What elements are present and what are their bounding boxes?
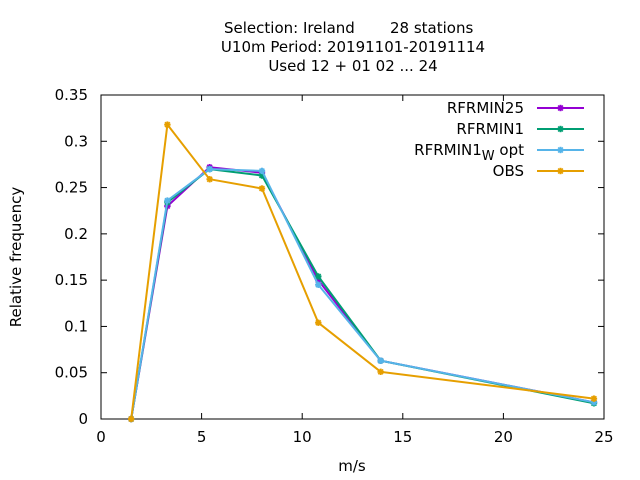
series-line: [130, 168, 595, 420]
legend-label: RFRMIN1W opt: [414, 141, 524, 164]
y-tick-label: 0.35: [55, 86, 88, 104]
series-2: [127, 165, 598, 423]
x-tick-label: 5: [197, 428, 207, 446]
y-tick-label: 0: [78, 410, 88, 428]
legend-marker: [557, 125, 564, 133]
y-tick-label: 0.2: [64, 225, 88, 243]
data-point: [127, 415, 135, 423]
series-line: [130, 123, 595, 420]
y-tick-label: 0.1: [64, 317, 88, 335]
y-tick-label: 0.25: [55, 179, 88, 197]
data-point: [377, 368, 384, 375]
data-point: [315, 281, 322, 288]
x-tick-label: 20: [494, 428, 513, 446]
data-point: [315, 273, 322, 280]
x-tick-label: 25: [594, 428, 613, 446]
legend-entry: RFRMIN1: [456, 120, 584, 138]
series-1: [127, 165, 598, 423]
plot-frame: [100, 94, 605, 420]
data-point: [206, 176, 213, 183]
x-axis-label: m/s: [338, 457, 366, 475]
series-3: [127, 121, 598, 423]
y-tick-label: 0.15: [55, 271, 88, 289]
y-tick-label: 0.3: [64, 132, 88, 150]
title-line-1-right: 28 stations: [390, 19, 473, 37]
series-line: [130, 166, 595, 420]
y-tick-label: 0.05: [55, 364, 88, 382]
data-point: [377, 357, 384, 364]
chart-title: Selection: Ireland 28 stations U10m Peri…: [221, 19, 485, 75]
y-axis: 0 0.05 0.1 0.15 0.2 0.25 0.3 0.35: [55, 86, 604, 428]
data-point: [258, 167, 266, 175]
title-line-1-left: Selection: Ireland: [224, 19, 355, 37]
legend-marker: [557, 104, 564, 112]
data-point: [164, 121, 171, 128]
data-point: [590, 395, 598, 402]
data-point: [315, 319, 322, 326]
y-axis-label: Relative frequency: [7, 187, 25, 328]
legend-label: RFRMIN1: [456, 120, 524, 138]
x-axis: 0 5 10 15 20 25: [96, 95, 614, 446]
legend-entry: RFRMIN25: [447, 99, 584, 117]
data-point: [164, 197, 171, 204]
legend-entry: OBS: [493, 162, 584, 180]
title-line-3: Used 12 + 01 02 ... 24: [268, 57, 437, 75]
legend-entry: RFRMIN1W opt: [414, 141, 584, 164]
data-point: [258, 185, 266, 192]
legend-marker: [557, 146, 564, 154]
legend-label: OBS: [493, 162, 524, 180]
title-line-2: U10m Period: 20191101-20191114: [221, 38, 485, 56]
x-tick-label: 0: [96, 428, 106, 446]
series-line: [130, 168, 595, 420]
data-point: [206, 165, 213, 173]
x-tick-label: 10: [293, 428, 312, 446]
legend-label: RFRMIN25: [447, 99, 524, 117]
series-layer: [127, 121, 598, 423]
legend-marker: [557, 167, 564, 175]
series-0: [127, 164, 598, 423]
x-tick-label: 15: [393, 428, 412, 446]
